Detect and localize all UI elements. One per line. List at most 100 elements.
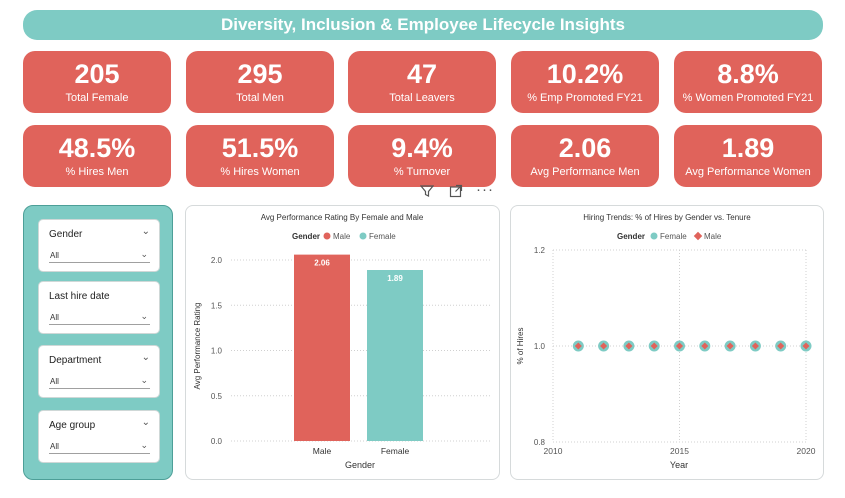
dashboard-title: Diversity, Inclusion & Employee Lifecycl… <box>23 10 823 40</box>
kpi-card-women-promoted: 8.8% % Women Promoted FY21 <box>674 51 822 113</box>
gender-dropdown[interactable]: All ⌄ <box>49 248 150 263</box>
y-tick-label: 2.0 <box>211 256 223 265</box>
bar-data-label: 1.89 <box>387 274 403 283</box>
dropdown-value: All <box>50 251 59 260</box>
kpi-value: 10.2% <box>546 59 624 89</box>
kpi-label: Avg Performance Women <box>685 166 811 178</box>
point-male <box>701 342 709 350</box>
kpi-value: 48.5% <box>58 133 136 163</box>
legend-title: Gender <box>617 232 645 241</box>
legend-title: Gender <box>292 232 320 241</box>
y-tick-label: 0.5 <box>211 392 223 401</box>
chevron-down-icon: ⌄ <box>140 440 148 450</box>
point-male <box>574 342 582 350</box>
y-tick-label: 1.5 <box>211 301 223 310</box>
kpi-card-hires-men: 48.5% % Hires Men <box>23 125 171 187</box>
legend-marker-female <box>650 232 658 240</box>
kpi-value: 47 <box>406 59 438 89</box>
kpi-label: % Women Promoted FY21 <box>682 92 814 104</box>
legend-label-male: Male <box>704 232 722 241</box>
kpi-card-avg-perf-women: 1.89 Avg Performance Women <box>674 125 822 187</box>
kpi-card-turnover: 9.4% % Turnover <box>348 125 496 187</box>
last-hire-date-dropdown[interactable]: All ⌄ <box>49 310 150 325</box>
kpi-value: 205 <box>74 59 120 89</box>
kpi-card-total-leavers: 47 Total Leavers <box>348 51 496 113</box>
kpi-card-avg-perf-men: 2.06 Avg Performance Men <box>511 125 659 187</box>
x-tick-label: 2010 <box>544 446 563 456</box>
x-axis-label: Gender <box>345 460 375 470</box>
legend-marker-male <box>693 231 703 241</box>
kpi-value: 9.4% <box>391 133 453 163</box>
point-male <box>675 342 684 350</box>
scatter-chart: Hiring Trends: % of Hires by Gender vs. … <box>516 213 816 470</box>
slicer-gender: Gender ⌄ All ⌄ <box>38 219 160 272</box>
kpi-label: % Hires Women <box>220 166 300 178</box>
kpi-label: Total Leavers <box>389 92 455 104</box>
chevron-down-icon[interactable]: ⌄ <box>141 352 150 363</box>
bar-chart: Avg Performance Rating By Female and Mal… <box>193 213 491 470</box>
dropdown-value: All <box>50 313 59 322</box>
kpi-label: Total Men <box>236 92 284 104</box>
dropdown-value: All <box>50 442 59 451</box>
y-tick-label: 0.0 <box>211 437 223 446</box>
kpi-label: Total Female <box>65 92 129 104</box>
kpi-label: % Emp Promoted FY21 <box>527 92 643 104</box>
kpi-value: 2.06 <box>558 133 612 163</box>
bar-female <box>367 270 423 441</box>
filter-panel: Gender ⌄ All ⌄ Last hire date All ⌄ Depa… <box>23 205 173 480</box>
chevron-down-icon: ⌄ <box>140 311 148 321</box>
kpi-label: Avg Performance Men <box>530 166 640 178</box>
bar-chart-card[interactable]: Avg Performance Rating By Female and Mal… <box>185 205 500 480</box>
y-tick-label: 1.2 <box>534 246 546 255</box>
y-axis-label: Avg Performance Rating <box>193 302 202 389</box>
point-male <box>802 342 810 350</box>
legend-marker-male <box>323 232 331 240</box>
legend-label-female: Female <box>660 232 687 241</box>
chevron-down-icon[interactable]: ⌄ <box>141 226 150 237</box>
x-tick-label: Female <box>381 446 410 456</box>
kpi-value: 8.8% <box>717 59 779 89</box>
x-tick-label: 2020 <box>797 446 816 456</box>
slicer-label: Age group <box>49 420 96 431</box>
y-axis-label: % of Hires <box>516 328 525 365</box>
kpi-label: % Hires Men <box>65 166 129 178</box>
age-group-dropdown[interactable]: All ⌄ <box>49 439 150 454</box>
x-axis-label: Year <box>670 460 688 470</box>
chart-title: Hiring Trends: % of Hires by Gender vs. … <box>583 213 751 222</box>
scatter-chart-card[interactable]: Hiring Trends: % of Hires by Gender vs. … <box>510 205 824 480</box>
kpi-card-total-men: 295 Total Men <box>186 51 334 113</box>
kpi-value: 51.5% <box>221 133 299 163</box>
kpi-value: 295 <box>237 59 283 89</box>
kpi-card-hires-women: 51.5% % Hires Women <box>186 125 334 187</box>
y-tick-label: 1.0 <box>534 342 546 351</box>
slicer-department: Department ⌄ All ⌄ <box>38 345 160 398</box>
chart-title: Avg Performance Rating By Female and Mal… <box>261 213 424 222</box>
filter-icon[interactable] <box>419 184 435 201</box>
more-options-icon[interactable]: ··· <box>476 181 494 198</box>
x-tick-label: 2015 <box>670 446 689 456</box>
legend-marker-female <box>359 232 367 240</box>
chevron-down-icon: ⌄ <box>140 375 148 385</box>
legend-label-female: Female <box>369 232 396 241</box>
kpi-label: % Turnover <box>393 166 451 178</box>
bar-data-label: 2.06 <box>314 259 330 268</box>
slicer-label: Last hire date <box>49 291 110 302</box>
bar-male <box>294 254 350 441</box>
point-male <box>777 342 785 350</box>
chevron-down-icon[interactable]: ⌄ <box>141 417 150 428</box>
kpi-value: 1.89 <box>721 133 775 163</box>
slicer-last-hire-date: Last hire date All ⌄ <box>38 281 160 334</box>
slicer-label: Gender <box>49 229 83 240</box>
chevron-down-icon: ⌄ <box>140 249 148 259</box>
y-tick-label: 0.8 <box>534 438 546 447</box>
slicer-age-group: Age group ⌄ All ⌄ <box>38 410 160 463</box>
x-tick-label: Male <box>313 446 332 456</box>
department-dropdown[interactable]: All ⌄ <box>49 374 150 389</box>
kpi-card-emp-promoted: 10.2% % Emp Promoted FY21 <box>511 51 659 113</box>
point-male <box>650 342 658 350</box>
slicer-label: Department <box>49 355 102 366</box>
dropdown-value: All <box>50 377 59 386</box>
focus-mode-icon[interactable] <box>449 184 463 201</box>
kpi-card-total-female: 205 Total Female <box>23 51 171 113</box>
y-tick-label: 1.0 <box>211 347 223 356</box>
